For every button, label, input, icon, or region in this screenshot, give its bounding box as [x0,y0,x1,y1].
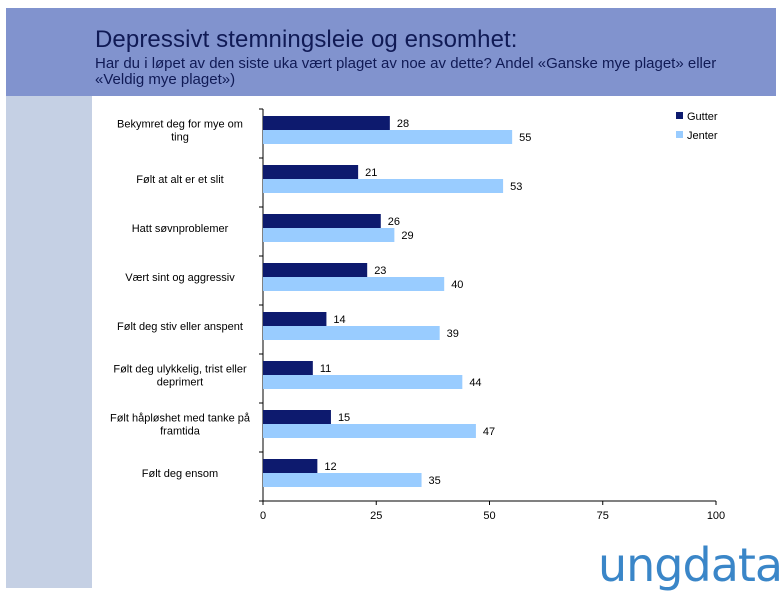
legend-label-gutter: Gutter [687,111,718,123]
category-label-line: Følt håpløshet med tanke på [110,413,251,425]
legend-label-jenter: Jenter [687,130,718,142]
value-label-jenter: 35 [429,475,441,487]
frame-top [0,0,780,8]
sidebar-band [6,96,92,588]
bar-gutter [263,165,359,179]
bar-jenter [263,326,440,340]
bar-gutter [263,459,318,473]
bar-jenter [263,424,476,438]
legend-swatch-jenter [676,131,683,138]
category-label: Følt håpløshet med tanke på framtida [110,413,251,438]
legend-swatch-gutter [676,112,683,119]
category-label-line: Følt deg stiv eller anspent [117,321,243,333]
value-label-gutter: 15 [338,412,350,424]
category-label-line: Hatt søvnproblemer [132,223,229,235]
category-label: Vært sint og aggressiv [125,272,235,284]
bar-jenter [263,130,513,144]
value-label-gutter: 14 [333,314,345,326]
value-label-gutter: 23 [374,265,386,277]
ungdata-logo: ungdata [598,538,780,592]
category-label-line: Følt deg ensom [142,468,218,480]
value-label-gutter: 11 [320,363,331,375]
value-label-jenter: 40 [451,279,463,291]
category-label: Bekymret deg for mye om ting [117,119,243,144]
x-tick-label: 100 [707,510,725,522]
category-label: Følt deg ensom [142,468,218,480]
x-tick-label: 50 [483,510,495,522]
category-label: Hatt søvnproblemer [132,223,229,235]
bar-jenter [263,179,504,193]
value-label-jenter: 44 [469,377,481,389]
category-label: Følt deg stiv eller anspent [117,321,243,333]
category-label: Følt deg ulykkelig, trist eller deprimert [113,364,247,389]
bar-gutter [263,214,381,228]
page-title: Depressivt stemningsleie og ensomhet: [95,26,518,53]
bar-jenter [263,228,395,242]
category-label: Følt at alt er et slit [136,174,223,186]
value-label-jenter: 29 [401,230,413,242]
value-label-gutter: 26 [388,216,400,228]
category-label-line: Bekymret deg for mye om [117,119,243,131]
category-label-line: Følt at alt er et slit [136,174,223,186]
x-tick-label: 0 [260,510,266,522]
category-label-line: Følt deg ulykkelig, trist eller [113,364,247,376]
value-label-jenter: 47 [483,426,495,438]
category-label-line: ting [171,132,189,144]
category-label-line: deprimert [157,377,203,389]
bar-gutter [263,263,368,277]
bar-gutter [263,361,313,375]
x-tick-label: 75 [597,510,609,522]
chart-area [92,96,776,588]
value-label-gutter: 12 [324,461,336,473]
header-band [6,8,776,96]
value-label-gutter: 28 [397,118,409,130]
bar-gutter [263,410,331,424]
category-label-line: framtida [160,426,201,438]
bar-gutter [263,116,390,130]
bar-jenter [263,277,445,291]
bar-jenter [263,375,463,389]
value-label-gutter: 21 [365,167,377,179]
page-subtitle: Har du i løpet av den siste uka vært pla… [95,55,717,88]
x-tick-label: 25 [370,510,382,522]
header-left-block [6,8,92,96]
value-label-jenter: 39 [447,328,459,340]
category-label-line: Vært sint og aggressiv [125,272,235,284]
bar-jenter [263,473,422,487]
bar-gutter [263,312,327,326]
value-label-jenter: 55 [519,132,531,144]
value-label-jenter: 53 [510,181,522,193]
